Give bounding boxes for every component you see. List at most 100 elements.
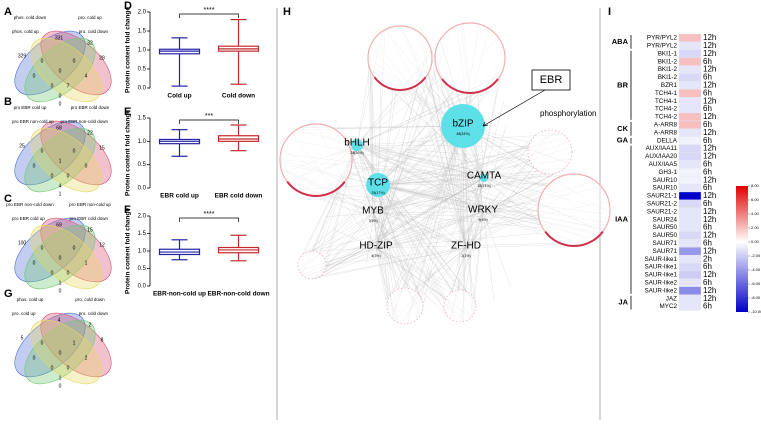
tf-label: CAMTA (467, 171, 502, 182)
heat-cell (679, 279, 701, 287)
heat-cell (679, 121, 701, 129)
tf-count: 7(5%) (368, 219, 377, 223)
gene-cluster (528, 130, 572, 174)
colorbar-label: -8.00 (751, 295, 761, 300)
row-label: SAUR50 (653, 232, 678, 239)
region-count: 1 (59, 375, 62, 381)
row-label: SAUR71 (653, 248, 678, 255)
colorbar-label: 4.00 (751, 211, 760, 216)
edge (428, 248, 466, 279)
colorbar-label: 6.00 (751, 197, 760, 202)
heat-cell (679, 34, 701, 42)
set-label: pro EBR cold down (71, 105, 110, 110)
gene-cluster (298, 251, 326, 279)
heat-cell (679, 263, 701, 271)
row-label: SAUR10 (653, 185, 678, 192)
region-count: 0 (51, 270, 54, 276)
row-label: TCH4-1 (655, 90, 678, 97)
row-label: SAUR-like2 (644, 280, 677, 287)
tf-label: bZIP (452, 119, 473, 130)
row-label: BKI1-2 (658, 74, 678, 81)
row-label: TCH4-2 (655, 114, 678, 121)
edge (378, 185, 461, 290)
heat-cell (679, 200, 701, 208)
region-count: 4 (85, 73, 88, 79)
region-count: 1 (85, 260, 88, 266)
y-tick-label: 2.0 (138, 214, 147, 220)
callout-arrow (483, 90, 545, 126)
heat-cell (679, 129, 701, 137)
y-tick-label: 1.0 (138, 139, 147, 145)
heat-cell (679, 224, 701, 232)
row-label: SAUR-like1 (644, 256, 677, 263)
heat-cell (679, 271, 701, 279)
set-label: pro EBR non-cold down (6, 202, 54, 207)
region-count: 0 (67, 270, 70, 276)
heat-cell (679, 287, 701, 295)
group-label: GA (617, 136, 629, 145)
row-label: A-ARR8 (654, 129, 678, 136)
edge (418, 212, 483, 294)
y-axis-label: Protein content fold change (125, 208, 132, 294)
x-tick-label: Cold down (222, 93, 255, 100)
row-label: JAZ (666, 295, 677, 302)
gene-cluster (444, 290, 476, 322)
region-count: 0 (73, 58, 76, 64)
row-label: SAUR21-1 (647, 193, 678, 200)
region-count: 0 (51, 83, 54, 89)
set-label: pro. cold down (75, 297, 105, 302)
y-tick-label: 1.0 (138, 249, 147, 255)
region-count: 1 (59, 191, 62, 197)
region-count: 7 (67, 83, 70, 89)
set-label: phos. cold up (17, 297, 44, 302)
set-label: pro EBR non-cold up (12, 119, 54, 124)
region-count: 0 (73, 148, 76, 154)
heat-cell (679, 184, 701, 192)
heat-cell (679, 145, 701, 153)
edge (373, 213, 390, 316)
tf-label: HD-ZIP (359, 241, 393, 252)
region-count: 0 (59, 288, 62, 294)
significance-bracket (180, 14, 239, 18)
tf-count: 18(13%) (477, 184, 490, 188)
x-tick-label: EBR-non-cold down (207, 291, 269, 298)
group-label: IAA (615, 215, 629, 224)
region-count: 25 (19, 143, 25, 149)
row-label: A-ARR8 (654, 122, 678, 129)
region-count: 0 (59, 101, 62, 107)
row-label: GH3-1 (658, 169, 677, 176)
heat-cell (679, 153, 701, 161)
set-label: pro EBR cold up (14, 105, 47, 110)
time-label: 6h (703, 302, 712, 311)
heat-cell (679, 66, 701, 74)
tf-count: 48(34%) (456, 132, 469, 136)
heat-cell (679, 113, 701, 121)
edge (376, 248, 451, 293)
region-count: 32 (87, 40, 93, 46)
region-count: 331 (55, 35, 64, 41)
heat-cell (679, 255, 701, 263)
colorbar-label: -4.00 (751, 267, 761, 272)
group-label: CK (617, 124, 628, 133)
row-label: SAUR21-2 (647, 201, 678, 208)
heat-cell (679, 81, 701, 89)
region-count: 22 (87, 130, 93, 136)
region-count: 15 (99, 145, 105, 151)
y-tick-label: 1.5 (138, 116, 147, 122)
x-tick-label: Cold up (167, 93, 191, 100)
region-count: 1 (59, 158, 62, 164)
set-label: pro EBR non-cold up (69, 202, 111, 207)
region-count: 0 (73, 245, 76, 251)
region-count: 0 (59, 255, 62, 261)
set-label: phos. cold down (14, 15, 47, 20)
tf-label: ZF-HD (451, 241, 481, 252)
heat-cell (679, 303, 701, 311)
significance: **** (204, 7, 215, 14)
y-tick-label: 1.0 (138, 48, 147, 54)
region-count: 4 (59, 183, 62, 189)
region-count: 0 (41, 340, 44, 346)
set-label: pro EBR cold down (69, 216, 108, 221)
edge (373, 174, 551, 213)
